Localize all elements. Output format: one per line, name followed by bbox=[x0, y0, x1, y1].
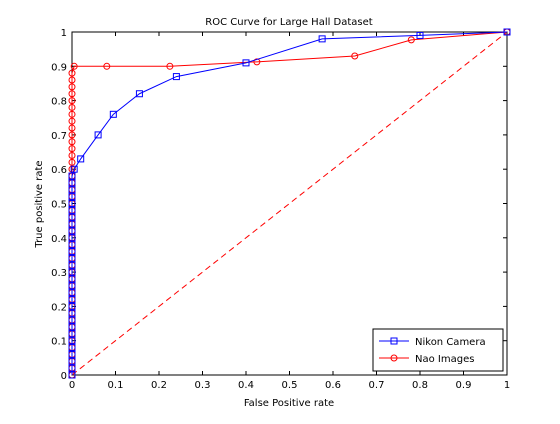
x-tick-label: 0.4 bbox=[238, 380, 254, 391]
y-tick-label: 0.5 bbox=[51, 200, 67, 211]
y-tick-label: 1 bbox=[61, 28, 67, 39]
data-point-nikon-camera bbox=[68, 268, 76, 276]
data-point-nikon-camera bbox=[68, 254, 76, 262]
data-point-nikon-camera bbox=[68, 364, 76, 372]
y-tick-label: 0.3 bbox=[51, 268, 67, 279]
data-point-nao-images bbox=[407, 36, 415, 44]
data-point-nikon-camera bbox=[68, 220, 76, 228]
data-point-nao-images bbox=[68, 90, 76, 98]
data-point-nikon-camera bbox=[68, 200, 76, 207]
data-point-nao-images bbox=[70, 62, 78, 70]
series-line-diagonal-reference bbox=[71, 31, 508, 376]
data-point-nikon-camera bbox=[68, 357, 76, 365]
data-point-nao-images bbox=[68, 151, 76, 159]
data-point-nikon-camera bbox=[68, 371, 76, 379]
data-point-nikon-camera bbox=[68, 344, 76, 352]
data-point-nikon-camera bbox=[68, 350, 76, 358]
data-point-nikon-camera bbox=[503, 28, 511, 36]
x-tick-label: 0.8 bbox=[412, 380, 428, 391]
data-point-nikon-camera bbox=[68, 186, 76, 194]
x-tick-label: 0.3 bbox=[195, 380, 211, 391]
axis-ticks: 0 0.1 0.2 0.3 0.4 0.5 0.6 0.7 0.8 0.9 1 0 0.1 0.2 0.3 0… bbox=[51, 28, 510, 391]
data-point-nikon-camera bbox=[68, 213, 76, 221]
data-point-nikon-camera bbox=[68, 179, 76, 187]
data-point-nikon-camera bbox=[68, 193, 76, 201]
data-point-nikon-camera bbox=[70, 165, 78, 173]
y-tick-label: 0.7 bbox=[51, 131, 67, 142]
data-point-nikon-camera bbox=[68, 227, 76, 235]
data-point-nikon-camera bbox=[68, 289, 76, 297]
data-point-nikon-camera bbox=[242, 59, 250, 67]
y-tick-label: 0 bbox=[61, 371, 67, 382]
x-axis-label: False Positive rate bbox=[244, 398, 334, 409]
data-point-nikon-camera bbox=[68, 302, 76, 310]
x-tick-label: 0 bbox=[69, 380, 75, 391]
data-point-nikon-camera bbox=[135, 90, 143, 98]
data-point-nikon-camera bbox=[68, 241, 76, 249]
y-tick-label: 0.8 bbox=[51, 97, 67, 108]
y-tick-label: 0.9 bbox=[51, 62, 67, 73]
legend-label-nao-images: Nao Images bbox=[415, 354, 474, 365]
data-point-nikon-camera bbox=[68, 316, 76, 324]
data-point-nao-images bbox=[68, 103, 76, 111]
legend: Nikon Camera Nao Images bbox=[372, 328, 504, 372]
y-tick-label: 0.2 bbox=[51, 302, 67, 313]
data-point-nikon-camera bbox=[68, 309, 76, 317]
data-point-nikon-camera bbox=[318, 35, 326, 43]
legend-box bbox=[372, 328, 504, 372]
data-point-nao-images bbox=[68, 110, 76, 118]
data-point-nikon-camera bbox=[68, 337, 76, 345]
chart-title: ROC Curve for Large Hall Dataset bbox=[205, 17, 373, 28]
data-point-nikon-camera bbox=[68, 330, 76, 338]
data-point-nikon-camera bbox=[68, 275, 76, 283]
data-point-nao-images bbox=[68, 69, 76, 77]
x-tick-label: 0.2 bbox=[151, 380, 167, 391]
data-point-nao-images bbox=[68, 124, 76, 132]
data-point-nikon-camera bbox=[172, 73, 180, 81]
data-point-nao-images bbox=[253, 58, 261, 66]
series-layer bbox=[68, 28, 511, 379]
data-point-nikon-camera bbox=[68, 261, 76, 269]
data-point-nao-images bbox=[68, 76, 76, 84]
x-tick-label: 0.1 bbox=[108, 380, 124, 391]
y-tick-label: 0.1 bbox=[51, 337, 67, 348]
data-point-nao-images bbox=[68, 97, 76, 105]
x-tick-label: 1 bbox=[504, 380, 510, 391]
data-point-nikon-camera bbox=[68, 323, 76, 331]
legend-marker-nikon-camera bbox=[390, 337, 398, 345]
data-point-nikon-camera bbox=[68, 282, 76, 290]
y-tick-label: 0.6 bbox=[51, 165, 67, 176]
data-point-nao-images bbox=[68, 83, 76, 91]
data-point-nikon-camera bbox=[68, 296, 76, 304]
x-tick-label: 0.6 bbox=[325, 380, 341, 391]
y-tick-label: 0.4 bbox=[51, 234, 67, 245]
data-point-nao-images bbox=[68, 158, 76, 166]
x-tick-label: 0.5 bbox=[282, 380, 298, 391]
legend-label-nikon-camera: Nikon Camera bbox=[415, 337, 486, 348]
data-point-nikon-camera bbox=[77, 155, 85, 163]
data-point-nikon-camera bbox=[94, 131, 102, 139]
data-point-nikon-camera bbox=[68, 172, 76, 180]
data-point-nikon-camera bbox=[68, 248, 76, 256]
data-point-nikon-camera bbox=[416, 31, 424, 39]
series-nikon-camera bbox=[68, 28, 511, 379]
data-point-nikon-camera bbox=[109, 110, 117, 118]
data-point-nao-images bbox=[351, 52, 359, 60]
x-tick-label: 0.7 bbox=[369, 380, 385, 391]
series-diagonal-reference bbox=[71, 31, 508, 376]
data-point-nikon-camera bbox=[68, 234, 76, 242]
data-point-nao-images bbox=[68, 131, 76, 139]
data-point-nao-images bbox=[68, 117, 76, 125]
data-point-nao-images bbox=[68, 145, 76, 153]
y-axis-label: True positive rate bbox=[34, 160, 45, 248]
data-point-nao-images bbox=[166, 62, 174, 70]
data-point-nao-images bbox=[68, 138, 76, 146]
x-tick-label: 0.9 bbox=[456, 380, 472, 391]
data-point-nikon-camera bbox=[68, 206, 76, 214]
data-point-nao-images bbox=[103, 62, 111, 70]
legend-marker-nao-images bbox=[390, 354, 398, 362]
